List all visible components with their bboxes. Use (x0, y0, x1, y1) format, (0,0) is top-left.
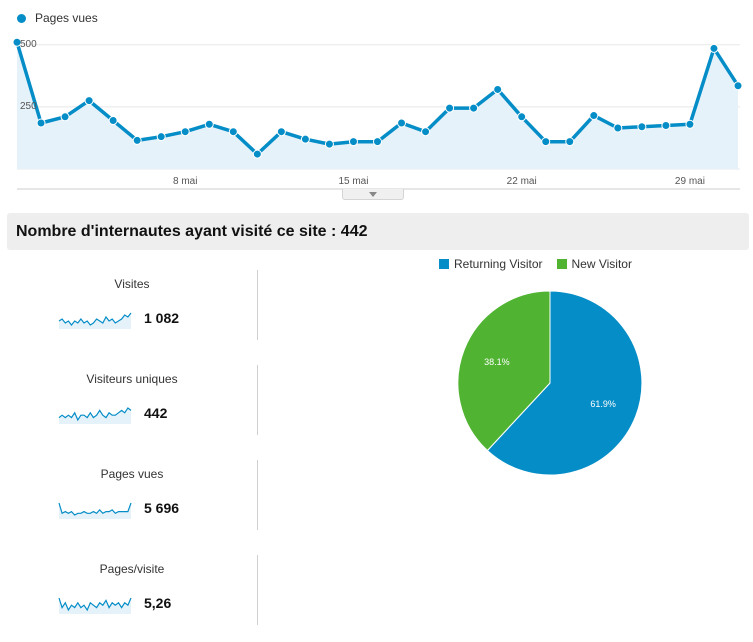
data-point (324, 139, 334, 149)
metric-tile[interactable]: Visites 1 082 (0, 270, 260, 349)
metric-sparkline (58, 597, 132, 614)
line-chart-plot[interactable] (0, 0, 753, 200)
data-point (276, 127, 286, 137)
new-visitor-swatch-icon (556, 259, 567, 269)
data-point (565, 137, 575, 147)
x-tick-label: 29 mai (674, 176, 705, 187)
data-point (300, 134, 310, 144)
legend-label: Pages vues (35, 11, 98, 25)
data-point (517, 112, 527, 122)
sparkline-fill (59, 408, 131, 424)
data-point (397, 118, 407, 128)
pie-slice-new-visitor[interactable] (457, 290, 551, 452)
sparkline-line (58, 407, 132, 422)
sparkline-fill (59, 598, 131, 614)
x-tick-label: 22 mai (506, 176, 537, 187)
data-point (589, 111, 599, 121)
pie-slice-returning-visitor[interactable] (486, 290, 643, 476)
vertical-divider (257, 365, 258, 435)
legend-item-returning-visitor[interactable]: Returning Visitor (439, 257, 543, 271)
returning-visitor-swatch-icon (439, 259, 449, 269)
data-point (661, 120, 671, 130)
metric-value: 1 082 (144, 310, 180, 326)
data-point (709, 43, 719, 53)
data-point (421, 127, 431, 137)
metric-value: 5,26 (144, 595, 172, 611)
metric-label: Visiteurs uniques (86, 372, 178, 386)
metric-tile[interactable]: Pages/visite 5,26 (0, 555, 260, 634)
data-point (637, 122, 647, 132)
data-point (733, 81, 743, 91)
series-area-fill (17, 42, 738, 170)
pie-slice-label: 38.1% (484, 357, 510, 367)
data-point (180, 127, 190, 137)
metric-label: Pages/visite (99, 562, 165, 576)
metric-sparkline (58, 502, 132, 519)
data-point (108, 116, 118, 126)
data-point (228, 127, 238, 137)
data-point (60, 112, 70, 122)
data-point (493, 84, 503, 94)
data-point (36, 118, 46, 128)
x-tick-label: 15 mai (338, 176, 369, 187)
legend-series-marker-icon (17, 13, 26, 23)
chevron-down-icon (369, 191, 377, 197)
metric-tile[interactable]: Pages vues 5 696 (0, 460, 260, 539)
sparkline-fill (59, 503, 131, 519)
metric-value: 442 (144, 405, 168, 421)
chart-collapse-handle[interactable] (342, 189, 404, 200)
metric-sparkline (58, 312, 132, 329)
data-point (373, 137, 382, 147)
data-point (613, 123, 623, 133)
metric-label: Pages vues (100, 467, 164, 481)
line-chart-legend[interactable]: Pages vues (17, 11, 98, 25)
vertical-divider (257, 270, 258, 340)
data-point (252, 149, 262, 159)
metric-tile[interactable]: Visiteurs uniques 442 (0, 365, 260, 444)
data-point (445, 103, 455, 113)
sparkline-line (58, 312, 132, 326)
data-point (204, 119, 214, 129)
legend-item-new-visitor[interactable]: New Visitor (556, 257, 632, 271)
visitor-type-pie-chart[interactable]: 61.9% 38.1% (440, 280, 660, 480)
data-point (541, 137, 551, 147)
x-tick-label: 8 mai (172, 176, 198, 187)
data-point (84, 96, 94, 106)
data-point (469, 103, 479, 113)
metric-sparkline (58, 407, 132, 424)
vertical-divider (257, 460, 258, 530)
legend-label-new-visitor: New Visitor (571, 257, 632, 271)
data-point (12, 37, 22, 47)
vertical-divider (257, 555, 258, 625)
data-point (685, 119, 695, 129)
sparkline-line (58, 502, 132, 516)
metric-value: 5 696 (144, 500, 180, 516)
data-point (348, 137, 358, 147)
data-point (132, 135, 142, 145)
pie-slice-label: 61.9% (590, 399, 616, 409)
page-title: Nombre d'internautes ayant visité ce sit… (16, 222, 368, 240)
legend-label-returning-visitor: Returning Visitor (454, 257, 543, 271)
pages-vues-line-chart: Pages vues 500 250 8 mai 15 mai 22 mai 29 mai (0, 0, 753, 200)
pie-legend: Returning Visitor New Visitor (439, 257, 646, 271)
sparkline-line (58, 597, 132, 612)
y-tick-label: 500 (20, 38, 37, 50)
y-tick-label: 250 (20, 100, 37, 112)
summary-header: Nombre d'internautes ayant visité ce sit… (7, 213, 749, 250)
data-point (156, 132, 166, 142)
metric-label: Visites (114, 277, 150, 291)
